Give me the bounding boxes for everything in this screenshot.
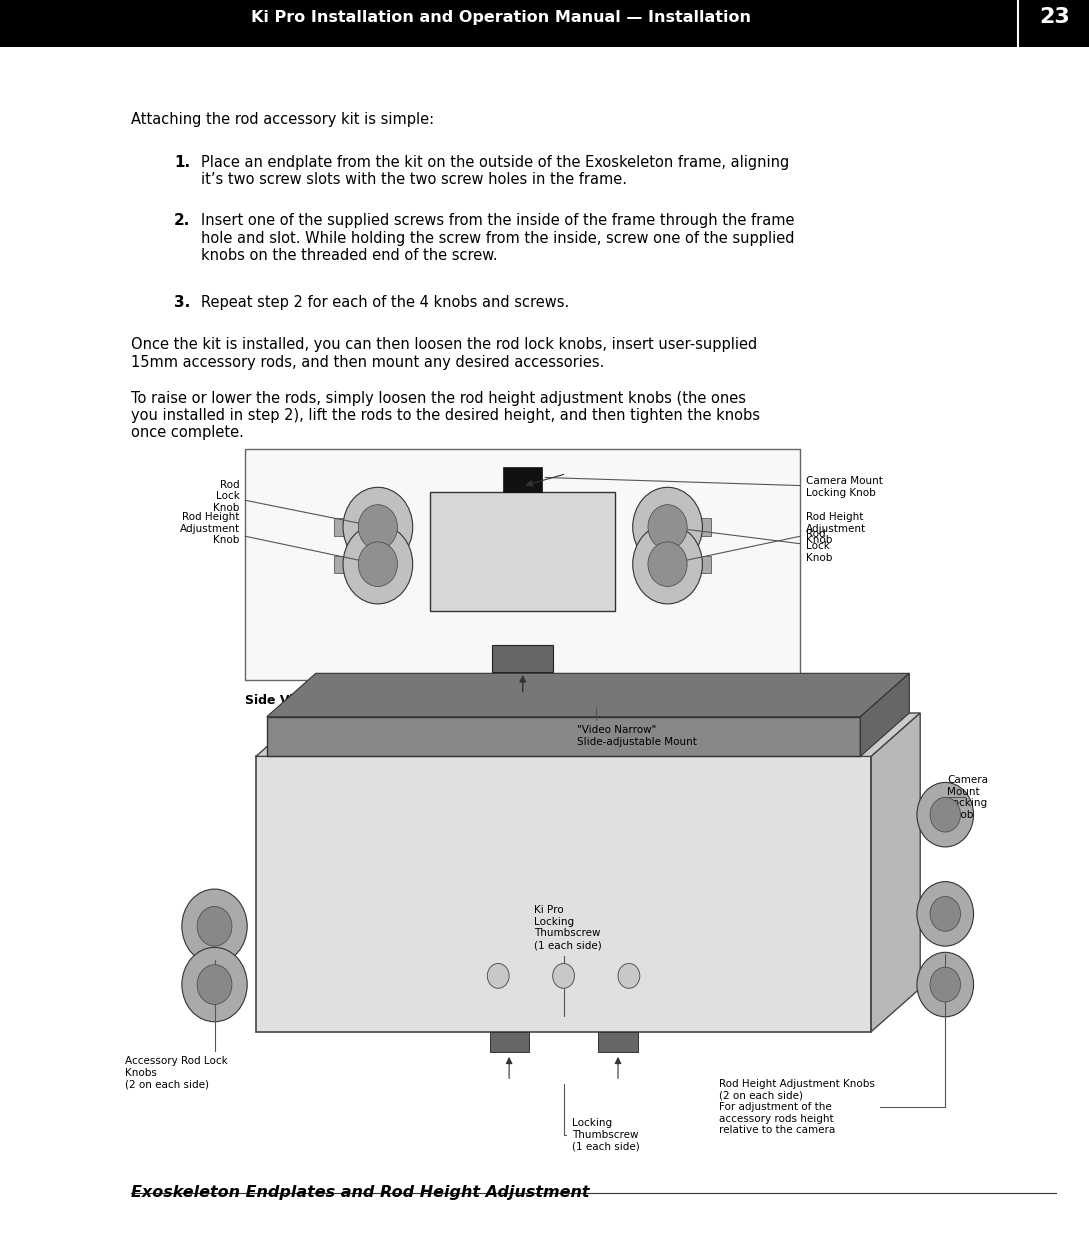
FancyBboxPatch shape <box>334 556 378 573</box>
Circle shape <box>648 542 687 587</box>
Text: 3.: 3. <box>174 295 191 310</box>
Circle shape <box>633 487 702 567</box>
Text: 23: 23 <box>1039 7 1069 27</box>
Text: Exoskeleton Endplates and Rod Height Adjustment: Exoskeleton Endplates and Rod Height Adj… <box>131 1185 589 1200</box>
Circle shape <box>917 782 974 847</box>
FancyBboxPatch shape <box>1018 0 1089 47</box>
Text: Rod Height Adjustment Knobs
(2 on each side)
For adjustment of the
accessory rod: Rod Height Adjustment Knobs (2 on each s… <box>719 954 945 1135</box>
Polygon shape <box>860 673 909 756</box>
Circle shape <box>930 897 960 931</box>
FancyBboxPatch shape <box>256 756 871 1032</box>
FancyBboxPatch shape <box>668 518 711 536</box>
Text: Rod Height
Adjustment
Knob: Rod Height Adjustment Knob <box>180 512 376 564</box>
Text: Rod
Lock
Knob: Rod Lock Knob <box>213 480 376 527</box>
Text: Ki Pro Locking Thumbscrew (1 each side): Ki Pro Locking Thumbscrew (1 each side) <box>416 704 629 714</box>
FancyBboxPatch shape <box>490 1032 529 1052</box>
Circle shape <box>619 963 640 988</box>
Text: Repeat step 2 for each of the 4 knobs and screws.: Repeat step 2 for each of the 4 knobs an… <box>201 295 570 310</box>
Text: Attaching the rod accessory kit is simple:: Attaching the rod accessory kit is simpl… <box>131 112 433 126</box>
Text: Side View: Side View <box>245 694 314 707</box>
FancyBboxPatch shape <box>267 717 860 756</box>
Circle shape <box>343 487 413 567</box>
Circle shape <box>930 967 960 1002</box>
Circle shape <box>648 505 687 549</box>
Polygon shape <box>256 713 920 756</box>
Text: Once the kit is installed, you can then loosen the rod lock knobs, insert user-s: Once the kit is installed, you can then … <box>131 337 757 370</box>
Text: Rod Height
Adjustment
Knob: Rod Height Adjustment Knob <box>670 512 866 564</box>
FancyBboxPatch shape <box>492 645 553 672</box>
Text: "Video Narrow"
Slide-adjustable Mount: "Video Narrow" Slide-adjustable Mount <box>577 707 697 746</box>
FancyBboxPatch shape <box>503 467 542 492</box>
Circle shape <box>633 525 702 604</box>
Circle shape <box>197 906 232 946</box>
Text: Accessory Rod Lock
Knobs
(2 on each side): Accessory Rod Lock Knobs (2 on each side… <box>125 960 228 1090</box>
Text: Place an endplate from the kit on the outside of the Exoskeleton frame, aligning: Place an endplate from the kit on the ou… <box>201 155 790 187</box>
Circle shape <box>358 542 397 587</box>
FancyBboxPatch shape <box>245 449 800 680</box>
Circle shape <box>182 947 247 1022</box>
Text: Insert one of the supplied screws from the inside of the frame through the frame: Insert one of the supplied screws from t… <box>201 213 795 263</box>
Text: 1.: 1. <box>174 155 191 170</box>
Circle shape <box>553 963 575 988</box>
Circle shape <box>917 952 974 1017</box>
Circle shape <box>197 965 232 1004</box>
Text: 2.: 2. <box>174 213 191 228</box>
Text: Camera
Mount
Locking
Knob: Camera Mount Locking Knob <box>945 775 989 820</box>
FancyBboxPatch shape <box>668 556 711 573</box>
Circle shape <box>930 797 960 832</box>
Text: Locking
Thumbscrew
(1 each side): Locking Thumbscrew (1 each side) <box>564 1084 639 1152</box>
Polygon shape <box>871 713 920 1032</box>
Circle shape <box>343 525 413 604</box>
Text: To raise or lower the rods, simply loosen the rod height adjustment knobs (the o: To raise or lower the rods, simply loose… <box>131 391 760 440</box>
Text: Ki Pro
Locking
Thumbscrew
(1 each side): Ki Pro Locking Thumbscrew (1 each side) <box>534 905 601 1017</box>
Text: Rod
Lock
Knob: Rod Lock Knob <box>671 527 832 563</box>
FancyBboxPatch shape <box>430 492 615 611</box>
FancyBboxPatch shape <box>0 0 1089 47</box>
Text: Camera Mount
Locking Knob: Camera Mount Locking Knob <box>546 476 883 497</box>
FancyBboxPatch shape <box>334 518 378 536</box>
Circle shape <box>182 889 247 963</box>
Polygon shape <box>267 673 909 717</box>
Circle shape <box>917 882 974 946</box>
FancyBboxPatch shape <box>599 1032 638 1052</box>
Circle shape <box>488 963 510 988</box>
Circle shape <box>358 505 397 549</box>
Text: Ki Pro Installation and Operation Manual — Installation: Ki Pro Installation and Operation Manual… <box>250 10 751 25</box>
